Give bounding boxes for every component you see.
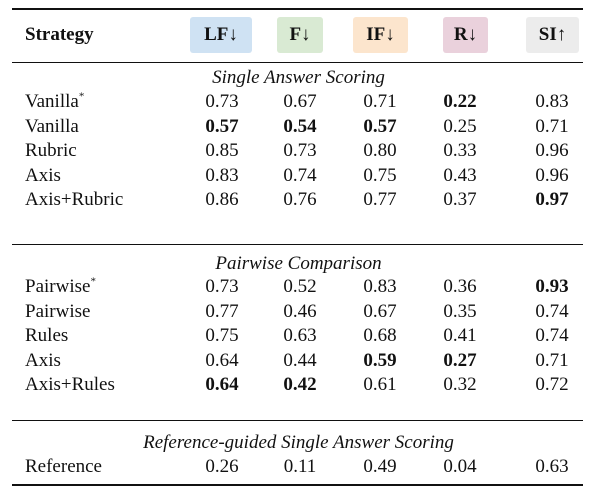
- header-f: F↓: [277, 17, 323, 53]
- value-f: 0.52: [283, 276, 317, 297]
- value-f: 0.11: [283, 456, 317, 477]
- value-f: 0.74: [283, 164, 317, 186]
- value-if: 0.49: [363, 456, 397, 477]
- header-si: SI↑: [526, 17, 579, 53]
- value-if: 0.61: [363, 374, 397, 395]
- value-f: 0.63: [283, 325, 317, 346]
- value-lf: 0.77: [205, 300, 239, 322]
- strategy-name: Axis+Rubric: [25, 189, 124, 210]
- strategy-name: Pairwise: [25, 300, 91, 322]
- section-title-reference: Reference-guided Single Answer Scoring: [143, 432, 454, 453]
- value-r: 0.35: [443, 300, 477, 322]
- value-si: 0.96: [535, 164, 569, 186]
- table-row: Axis+Rubric 0.86 0.76 0.77 0.37 0.97: [0, 188, 597, 212]
- value-si: 0.96: [535, 140, 569, 161]
- value-f: 0.67: [283, 91, 317, 112]
- header-lf: LF↓: [190, 17, 252, 53]
- table-row: Rubric 0.85 0.73 0.80 0.33 0.96: [0, 139, 597, 163]
- value-si: 0.83: [535, 91, 569, 112]
- table-row: Axis 0.64 0.44 0.59 0.27 0.71: [0, 349, 597, 373]
- section-title-pairwise: Pairwise Comparison: [215, 253, 382, 274]
- value-if: 0.68: [363, 325, 397, 346]
- value-r: 0.22: [443, 91, 477, 112]
- value-lf: 0.85: [205, 140, 239, 161]
- footnote-marker: *: [78, 90, 85, 103]
- value-lf: 0.64: [205, 349, 239, 371]
- value-f: 0.46: [283, 300, 317, 322]
- value-lf: 0.57: [205, 115, 239, 137]
- value-si: 0.72: [535, 374, 569, 395]
- strategy-name: Vanilla*: [25, 90, 85, 112]
- value-r: 0.41: [443, 325, 477, 346]
- value-r: 0.32: [443, 374, 477, 395]
- header-row: Strategy: [0, 23, 597, 47]
- value-lf: 0.73: [205, 276, 239, 297]
- value-if: 0.75: [363, 164, 397, 186]
- value-f: 0.44: [283, 349, 317, 371]
- value-r: 0.27: [443, 349, 477, 371]
- header-strategy: Strategy: [25, 24, 94, 45]
- value-f: 0.54: [283, 115, 317, 137]
- header-rule: [12, 62, 583, 63]
- section-rule-1: [12, 244, 583, 245]
- value-if: 0.59: [363, 349, 397, 371]
- value-lf: 0.75: [205, 325, 239, 346]
- strategy-name: Rubric: [25, 140, 77, 161]
- table-row: Axis+Rules 0.64 0.42 0.61 0.32 0.72: [0, 373, 597, 397]
- value-if: 0.67: [363, 300, 397, 322]
- value-si: 0.74: [535, 325, 569, 346]
- strategy-name: Axis: [25, 164, 61, 186]
- value-si: 0.71: [535, 115, 569, 137]
- strategy-name: Axis: [25, 349, 61, 371]
- value-lf: 0.64: [205, 374, 239, 395]
- value-si: 0.63: [535, 456, 569, 477]
- value-lf: 0.83: [205, 164, 239, 186]
- value-if: 0.80: [363, 140, 397, 161]
- value-if: 0.57: [363, 115, 397, 137]
- value-if: 0.83: [363, 276, 397, 297]
- table-row: Pairwise 0.77 0.46 0.67 0.35 0.74: [0, 300, 597, 324]
- value-f: 0.42: [283, 374, 317, 395]
- table-row: Vanilla* 0.73 0.67 0.71 0.22 0.83: [0, 90, 597, 114]
- value-r: 0.43: [443, 164, 477, 186]
- strategy-name: Axis+Rules: [25, 374, 115, 395]
- strategy-name: Rules: [25, 325, 69, 346]
- value-f: 0.73: [283, 140, 317, 161]
- strategy-name: Vanilla: [25, 115, 79, 137]
- value-lf: 0.86: [205, 189, 239, 210]
- section-rule-2: [12, 420, 583, 421]
- value-r: 0.37: [443, 189, 477, 210]
- strategy-name: Reference: [25, 456, 102, 477]
- value-r: 0.33: [443, 140, 477, 161]
- value-si: 0.74: [535, 300, 569, 322]
- value-lf: 0.73: [205, 91, 239, 112]
- value-lf: 0.26: [205, 456, 239, 477]
- value-f: 0.76: [283, 189, 317, 210]
- header-r: R↓: [443, 17, 488, 53]
- bottom-rule: [12, 484, 583, 486]
- section-title-single: Single Answer Scoring: [212, 67, 385, 88]
- top-rule: [12, 8, 583, 10]
- strategy-name: Pairwise*: [25, 275, 96, 297]
- value-if: 0.71: [363, 91, 397, 112]
- value-si: 0.71: [535, 349, 569, 371]
- table-row: Pairwise* 0.73 0.52 0.83 0.36 0.93: [0, 275, 597, 299]
- value-r: 0.25: [443, 115, 477, 137]
- table-row: Axis 0.83 0.74 0.75 0.43 0.96: [0, 164, 597, 188]
- table-row: Vanilla 0.57 0.54 0.57 0.25 0.71: [0, 115, 597, 139]
- value-r: 0.04: [443, 456, 477, 477]
- value-si: 0.97: [535, 189, 569, 210]
- header-if: IF↓: [353, 17, 408, 53]
- table-row: Reference 0.26 0.11 0.49 0.04 0.63: [0, 455, 597, 479]
- value-si: 0.93: [535, 276, 569, 297]
- value-r: 0.36: [443, 276, 477, 297]
- value-if: 0.77: [363, 189, 397, 210]
- footnote-marker: *: [90, 275, 96, 288]
- table-row: Rules 0.75 0.63 0.68 0.41 0.74: [0, 324, 597, 348]
